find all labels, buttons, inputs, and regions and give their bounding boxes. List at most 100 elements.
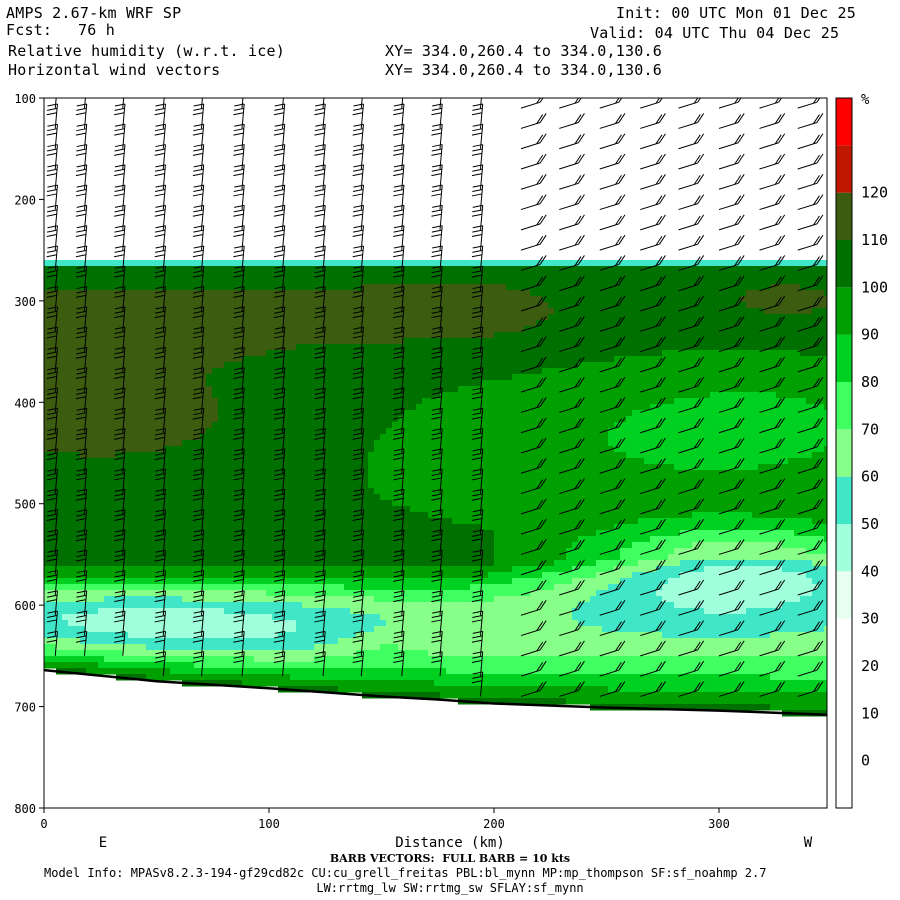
rh-cell	[386, 302, 393, 309]
rh-cell	[254, 266, 261, 273]
rh-cell	[140, 386, 147, 393]
rh-cell	[326, 380, 333, 387]
rh-cell	[80, 290, 87, 297]
rh-cell	[164, 476, 171, 483]
rh-cell	[272, 470, 279, 477]
rh-cell	[194, 554, 201, 561]
rh-cell	[248, 446, 255, 453]
rh-cell	[242, 680, 249, 687]
rh-cell	[194, 482, 201, 489]
rh-cell	[308, 680, 315, 687]
rh-cell	[302, 572, 309, 579]
rh-cell	[212, 602, 219, 609]
rh-cell	[380, 296, 387, 303]
rh-cell	[398, 656, 405, 663]
rh-cell	[128, 350, 135, 357]
rh-cell	[422, 392, 429, 399]
rh-cell	[440, 266, 447, 273]
rh-cell	[296, 620, 303, 627]
rh-cell	[146, 530, 153, 537]
rh-cell	[98, 446, 105, 453]
rh-cell	[110, 506, 117, 513]
rh-cell	[164, 260, 171, 267]
rh-cell	[170, 590, 177, 597]
rh-cell	[428, 680, 435, 687]
rh-cell	[416, 296, 423, 303]
rh-cell	[410, 536, 417, 543]
rh-cell	[284, 488, 291, 495]
rh-cell	[452, 368, 459, 375]
rh-cell	[338, 362, 345, 369]
rh-cell	[134, 566, 141, 573]
rh-cell	[254, 668, 261, 675]
rh-cell	[416, 320, 423, 327]
rh-cell	[422, 368, 429, 375]
rh-cell	[398, 680, 405, 687]
rh-cell	[434, 368, 441, 375]
rh-cell	[380, 524, 387, 531]
rh-cell	[92, 476, 99, 483]
rh-cell	[206, 476, 213, 483]
rh-cell	[254, 260, 261, 267]
rh-cell	[152, 662, 159, 669]
rh-cell	[416, 284, 423, 291]
rh-cell	[398, 602, 405, 609]
rh-cell	[266, 566, 273, 573]
rh-cell	[62, 620, 69, 627]
rh-cell	[74, 518, 81, 525]
rh-cell	[344, 638, 351, 645]
rh-cell	[212, 680, 219, 687]
rh-cell	[338, 278, 345, 285]
rh-cell	[416, 404, 423, 411]
rh-cell	[152, 278, 159, 285]
rh-cell	[404, 446, 411, 453]
rh-cell	[98, 278, 105, 285]
rh-cell	[152, 500, 159, 507]
rh-cell	[344, 608, 351, 615]
rh-cell	[398, 506, 405, 513]
cross-section-xy-2: XY= 334.0,260.4 to 334.0,130.6	[385, 61, 662, 79]
rh-cell	[368, 296, 375, 303]
rh-cell	[62, 440, 69, 447]
rh-cell	[242, 404, 249, 411]
rh-cell	[350, 344, 357, 351]
rh-cell	[374, 656, 381, 663]
rh-cell	[56, 500, 63, 507]
rh-cell	[140, 626, 147, 633]
rh-cell	[44, 350, 51, 357]
rh-cell	[206, 260, 213, 267]
rh-cell	[98, 482, 105, 489]
rh-cell	[86, 338, 93, 345]
rh-cell	[74, 530, 81, 537]
rh-cell	[92, 572, 99, 579]
rh-cell	[332, 380, 339, 387]
rh-cell	[128, 260, 135, 267]
rh-cell	[122, 290, 129, 297]
rh-cell	[452, 686, 459, 693]
rh-cell	[68, 470, 75, 477]
rh-cell	[446, 548, 453, 555]
rh-cell	[452, 614, 459, 621]
rh-cell	[164, 626, 171, 633]
rh-cell	[230, 578, 237, 585]
rh-cell	[236, 668, 243, 675]
rh-cell	[218, 362, 225, 369]
rh-cell	[224, 350, 231, 357]
rh-cell	[116, 392, 123, 399]
rh-cell	[440, 314, 447, 321]
rh-cell	[104, 650, 111, 657]
rh-cell	[314, 644, 321, 651]
rh-cell	[176, 422, 183, 429]
rh-cell	[50, 530, 57, 537]
rh-cell	[140, 284, 147, 291]
rh-cell	[212, 458, 219, 465]
rh-cell	[290, 458, 297, 465]
rh-cell	[56, 308, 63, 315]
rh-cell	[62, 554, 69, 561]
rh-cell	[146, 326, 153, 333]
rh-cell	[296, 476, 303, 483]
rh-cell	[404, 548, 411, 555]
rh-cell	[308, 422, 315, 429]
rh-cell	[188, 488, 195, 495]
rh-cell	[386, 464, 393, 471]
